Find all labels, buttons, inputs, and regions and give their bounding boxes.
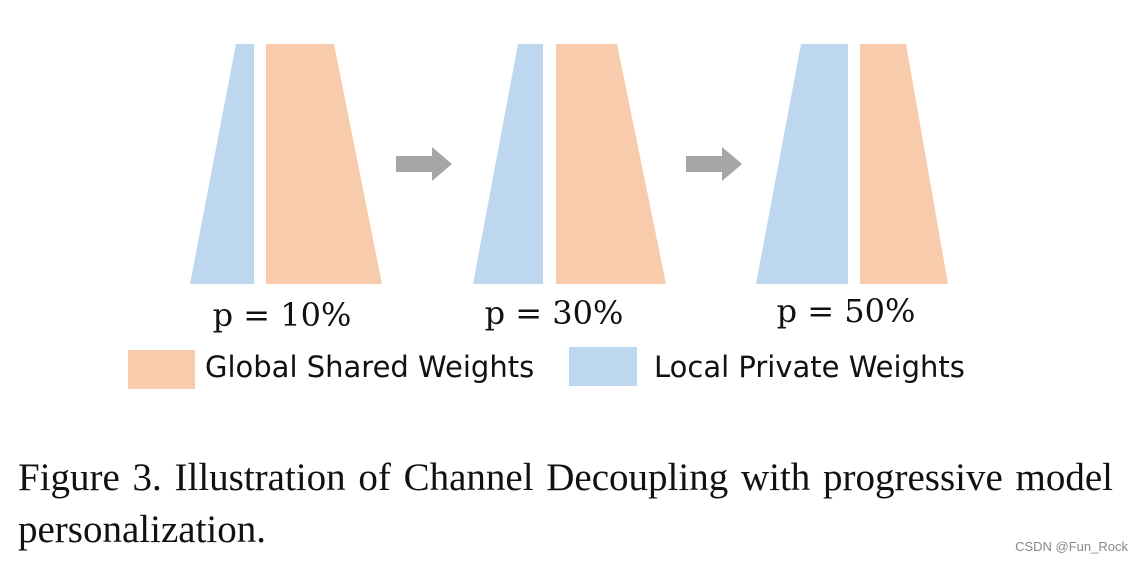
legend-swatch — [128, 350, 195, 389]
watermark: CSDN @Fun_Rock — [1015, 539, 1128, 554]
local-block — [756, 44, 848, 284]
legend-label: Global Shared Weights — [205, 350, 534, 384]
panel-label: p = 10% — [213, 296, 352, 334]
global-block — [556, 44, 666, 284]
panel-label: p = 30% — [485, 294, 624, 332]
global-block — [266, 44, 382, 284]
local-block — [190, 44, 254, 284]
arrow — [396, 147, 452, 181]
caption: Figure 3. Illustration of Channel Decoup… — [18, 456, 1113, 551]
local-block — [473, 44, 543, 284]
arrow — [686, 147, 742, 181]
legend-label: Local Private Weights — [654, 350, 965, 384]
global-block — [860, 44, 948, 284]
panel-label: p = 50% — [777, 292, 916, 330]
legend-swatch — [569, 347, 637, 386]
